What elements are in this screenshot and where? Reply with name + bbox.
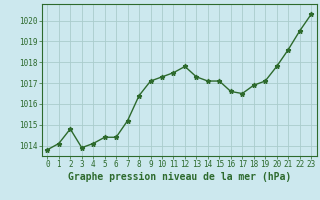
X-axis label: Graphe pression niveau de la mer (hPa): Graphe pression niveau de la mer (hPa) bbox=[68, 172, 291, 182]
